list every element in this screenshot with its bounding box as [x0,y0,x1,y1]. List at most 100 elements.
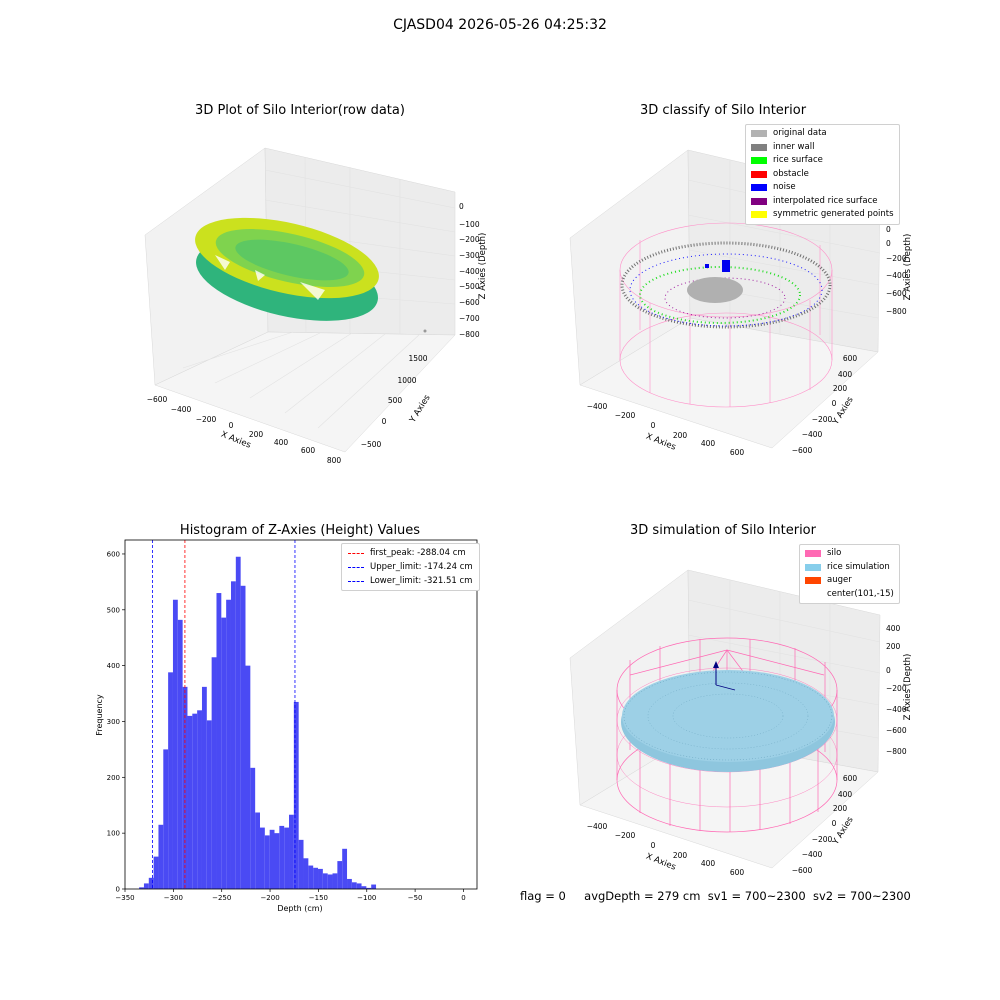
raw-y-tick: 500 [388,396,403,405]
simulation-y-tick: 0 [832,819,837,828]
histogram-y-tick: 0 [116,886,120,894]
legend-item-center: center(101,-15) [805,588,894,602]
classify-z-tick: 0 [886,239,891,248]
histogram-bar [313,867,319,889]
histogram-bar [337,861,343,889]
classify-x-tick: 600 [730,448,745,457]
histogram-bar [226,599,231,889]
histogram-x-tick: −250 [212,894,231,902]
simulation-x-tick: 600 [730,868,745,877]
legend-item-auger: auger [805,574,894,588]
simulation-z-tick: 400 [886,624,901,633]
simulation-legend: silo rice simulation auger center(101,-1… [799,544,900,604]
histogram-y-tick: 300 [107,718,120,726]
histogram-x-tick: −50 [408,894,423,902]
sv1-text: sv1 = 700~2300 [707,889,806,903]
histogram-bar [187,715,193,889]
histogram-x-tick: −100 [357,894,376,902]
classify-z-tick: −800 [886,307,907,316]
simulation-y-tick: 400 [838,790,853,799]
simulation-plot-title: 3D simulation of Silo Interior [630,523,816,538]
histogram-bar [168,672,173,889]
classify-z-tick: −600 [886,289,907,298]
histogram-y-tick: 500 [107,606,120,614]
histogram-bar [351,882,357,889]
legend-line [348,580,364,582]
raw-y-ticks: 1500 1000 500 0 −500 [361,354,428,449]
histogram-x-tick: −300 [164,894,183,902]
histogram-title: Histogram of Z-Axies (Height) Values [179,523,421,538]
histogram-y-tick: 400 [107,662,120,670]
simulation-z-tick: 0 [886,666,891,675]
classify-y-ticks: 600 400 200 0 −200 −400 −600 [792,354,858,455]
classify-y-tick: 0 [832,399,837,408]
simulation-x-tick: −200 [615,831,636,840]
simulation-y-tick: −600 [792,866,813,875]
raw-point-cloud [195,217,427,333]
histogram-bar [245,665,251,889]
simulation-x-tick: 0 [651,841,656,850]
flag-text: flag = 0 [520,889,566,903]
legend-swatch [751,211,767,219]
raw-x-tick: 600 [301,446,316,455]
classify-z-axis-label: Z Axies (Depth) [903,234,913,301]
legend-swatch [805,591,821,598]
histogram-bar [163,749,169,889]
raw-x-tick: −400 [171,405,192,414]
raw-z-tick: −600 [459,298,480,307]
raw-y-tick: 0 [382,417,387,426]
raw-z-tick: −300 [459,251,480,260]
simulation-z-tick: 200 [886,642,901,651]
legend-item-silo: silo [805,547,894,561]
simulation-3d-plot: −400 −200 0 200 400 600 600 400 200 0 −2… [569,569,913,877]
figure-title: CJASD04 2026-05-26 04:25:32 [393,17,607,33]
classify-y-tick: −200 [812,415,833,424]
raw-y-tick: −500 [361,440,382,449]
legend-item-interpolated: interpolated rice surface [751,195,894,209]
legend-swatch [751,170,767,178]
raw-y-tick: 1500 [408,354,427,363]
raw-plot-title: 3D Plot of Silo Interior(row data) [195,103,405,118]
raw-z-tick: −800 [459,330,480,339]
histogram-x-axis-label: Depth (cm) [277,904,322,913]
legend-swatch [751,157,767,165]
raw-x-tick: 400 [274,438,289,447]
legend-swatch [751,143,767,151]
simulation-y-tick: −200 [812,835,833,844]
raw-z-tick: −200 [459,235,480,244]
simulation-x-tick: −400 [587,822,608,831]
histogram-bar [177,619,183,889]
legend-swatch [751,197,767,205]
histogram-bar [308,865,314,889]
histogram-x-tick: −150 [309,894,328,902]
histogram-bar [235,556,241,889]
histogram-bar [289,814,294,889]
raw-3d-plot: −600 −400 −200 0 200 400 600 800 1500 10… [144,147,488,465]
histogram-bar [153,856,159,889]
histogram-bar [221,617,227,889]
classify-legend: original data inner wall rice surface ob… [745,124,900,225]
histogram-bar [206,720,212,889]
raw-x-tick: 0 [229,421,234,430]
raw-y-axis-label: Y Axies [407,393,433,426]
simulation-y-tick: 200 [833,804,848,813]
histogram-bar [366,887,372,889]
legend-item-rice-simulation: rice simulation [805,561,894,575]
simulation-rice-surface [621,670,835,772]
legend-swatch [805,550,821,558]
classify-y-tick: −600 [792,446,813,455]
raw-x-tick: 800 [327,456,342,465]
simulation-x-ticks: −400 −200 0 200 400 600 [587,822,745,877]
histogram-bar [269,829,275,889]
simulation-z-tick: −800 [886,747,907,756]
legend-item-original-data: original data [751,127,894,141]
simulation-z-ticks: 400 200 0 −200 −400 −600 −800 [886,624,907,756]
legend-item-rice-surface: rice surface [751,154,894,168]
legend-line [348,552,364,554]
histogram-bar [211,657,217,889]
histogram-bar [255,812,260,889]
histogram-bar [318,868,323,889]
classify-x-ticks: −400 −200 0 200 400 600 [587,402,745,457]
histogram-x-tick: −200 [260,894,279,902]
classify-point-cloud [620,241,832,329]
